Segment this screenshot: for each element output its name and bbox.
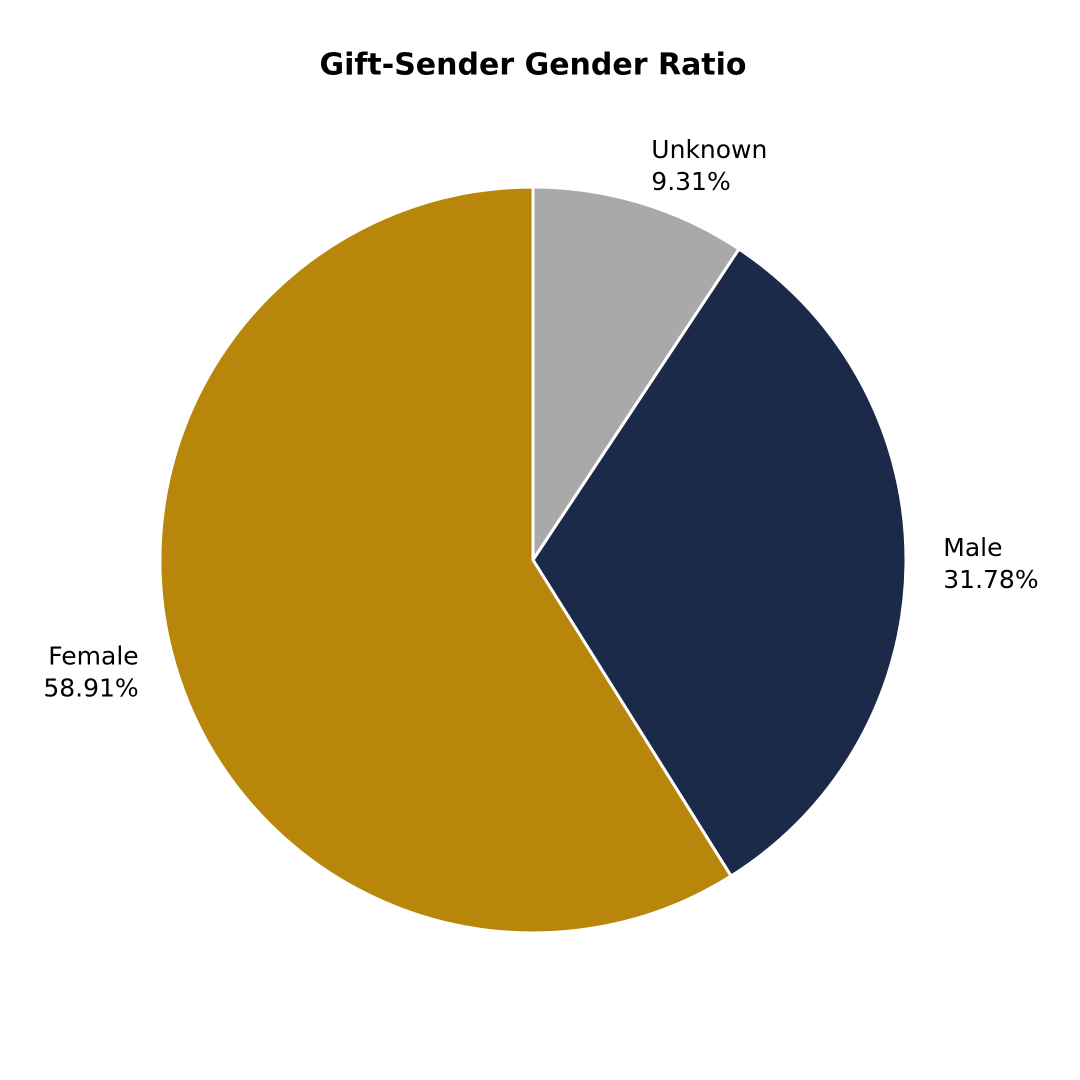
pie-slice [158,185,734,935]
pie-slice [531,246,908,879]
pie-slice [531,185,742,565]
slice-value-label: 31.78% [943,565,1038,594]
slice-label: Unknown [651,135,767,164]
slice-value-label: 58.91% [43,673,138,702]
slice-label: Male [943,533,1002,562]
slice-value-label: 9.31% [651,167,730,196]
chart-title: Gift-Sender Gender Ratio [319,48,746,83]
slice-label: Female [48,641,138,670]
